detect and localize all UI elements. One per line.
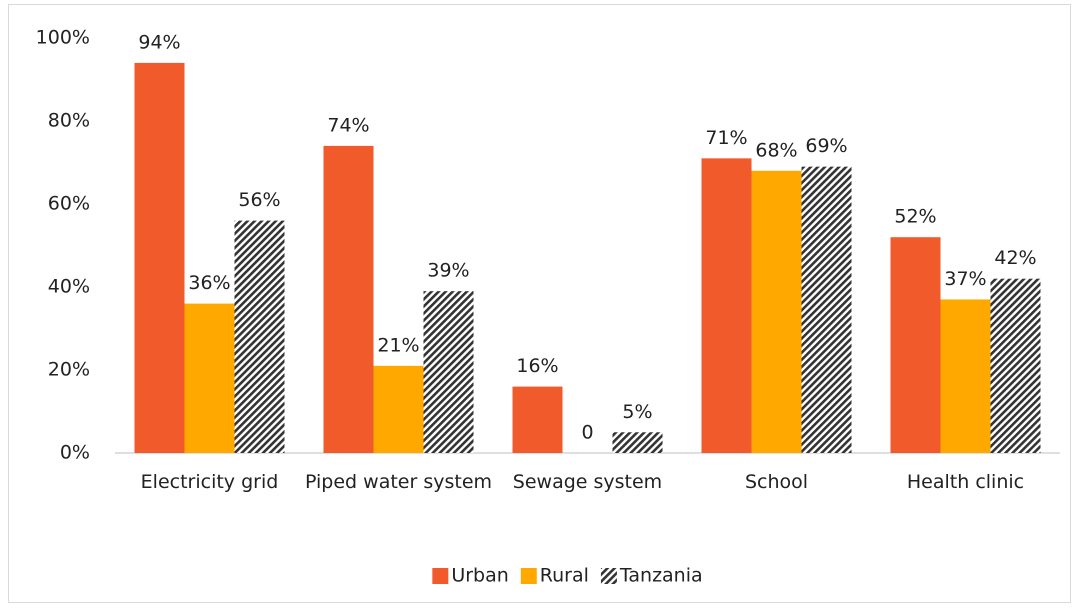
data-label: 71% [705,127,747,149]
y-tick-label: 80% [48,110,90,132]
legend-label: Tanzania [619,565,703,587]
data-label: 37% [944,268,986,290]
x-tick-label: Sewage system [512,471,663,493]
legend-swatch [432,568,449,584]
bar [701,158,752,453]
bar [801,166,852,453]
bar [940,299,991,453]
data-label: 39% [427,260,469,282]
data-label: 5% [622,401,652,423]
legend-swatch [520,568,537,584]
y-tick-label: 100% [36,27,90,49]
bar [512,386,563,453]
data-label: 56% [238,189,280,211]
data-label: 52% [894,206,936,228]
x-tick-label: Electricity grid [140,471,279,493]
y-tick-label: 40% [48,276,90,298]
bar [751,170,802,454]
legend-label: Urban [451,565,508,587]
data-label: 94% [138,31,180,53]
data-label: 68% [755,139,797,161]
x-tick-label: School [744,471,809,493]
legend-label: Rural [540,565,589,587]
bar [990,278,1041,453]
x-tick-label: Health clinic [906,471,1025,493]
bar [890,237,941,453]
bar [612,432,663,453]
bar [184,303,235,453]
bar [134,62,185,454]
bar [423,291,474,453]
bar [234,220,285,453]
y-tick-label: 60% [48,193,90,215]
y-tick-label: 20% [48,359,90,381]
data-label: 0 [581,422,593,444]
data-label: 16% [516,355,558,377]
x-tick-label: Piped water system [304,471,493,493]
data-label: 21% [377,334,419,356]
chart-frame [8,4,1071,603]
data-label: 36% [188,272,230,294]
data-label: 69% [805,135,847,157]
data-label: 42% [994,247,1036,269]
legend-swatch [600,568,617,584]
data-label: 74% [327,114,369,136]
y-tick-label: 0% [60,442,90,464]
bar [323,145,374,453]
bar [373,365,424,453]
